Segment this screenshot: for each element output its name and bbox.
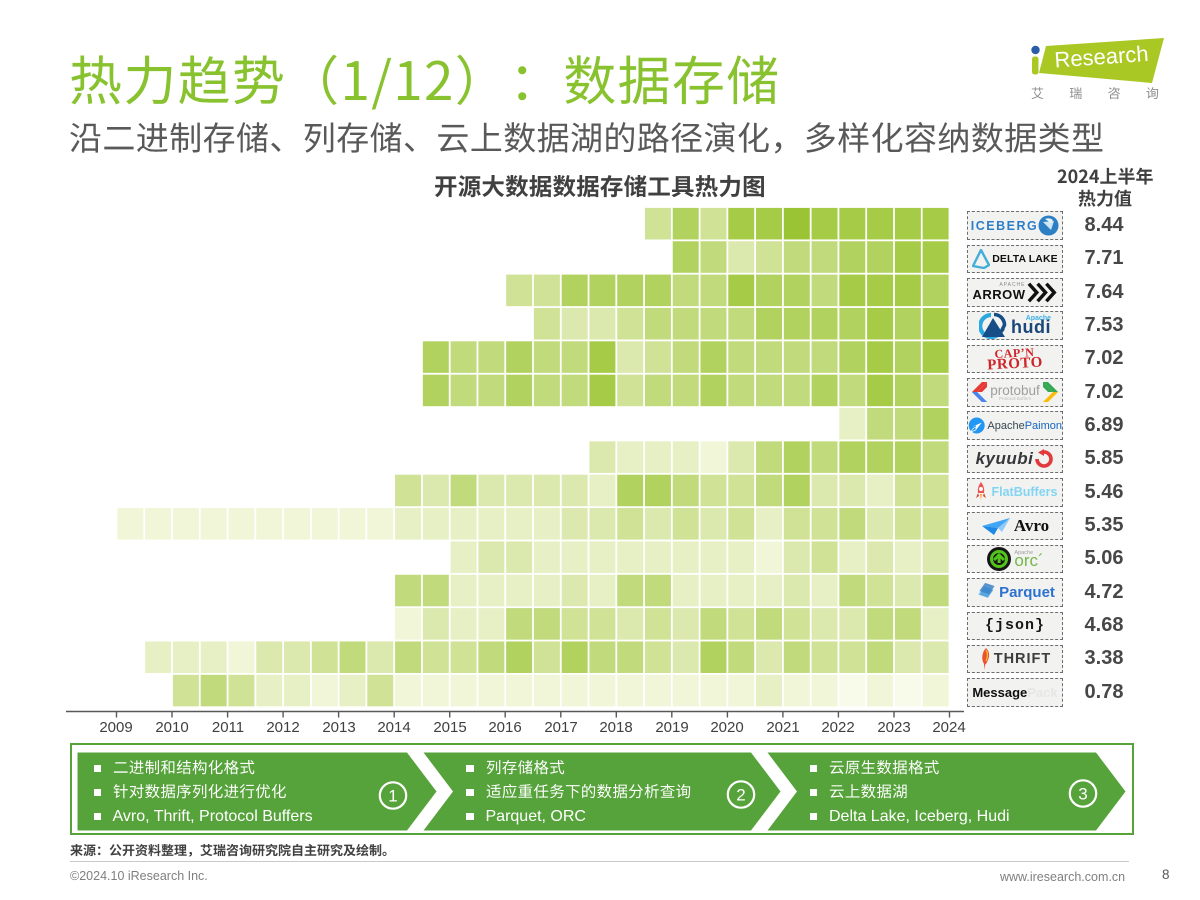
svg-text:2: 2	[736, 786, 745, 805]
svg-text:1: 1	[388, 787, 397, 806]
svg-text:3: 3	[1078, 785, 1087, 804]
